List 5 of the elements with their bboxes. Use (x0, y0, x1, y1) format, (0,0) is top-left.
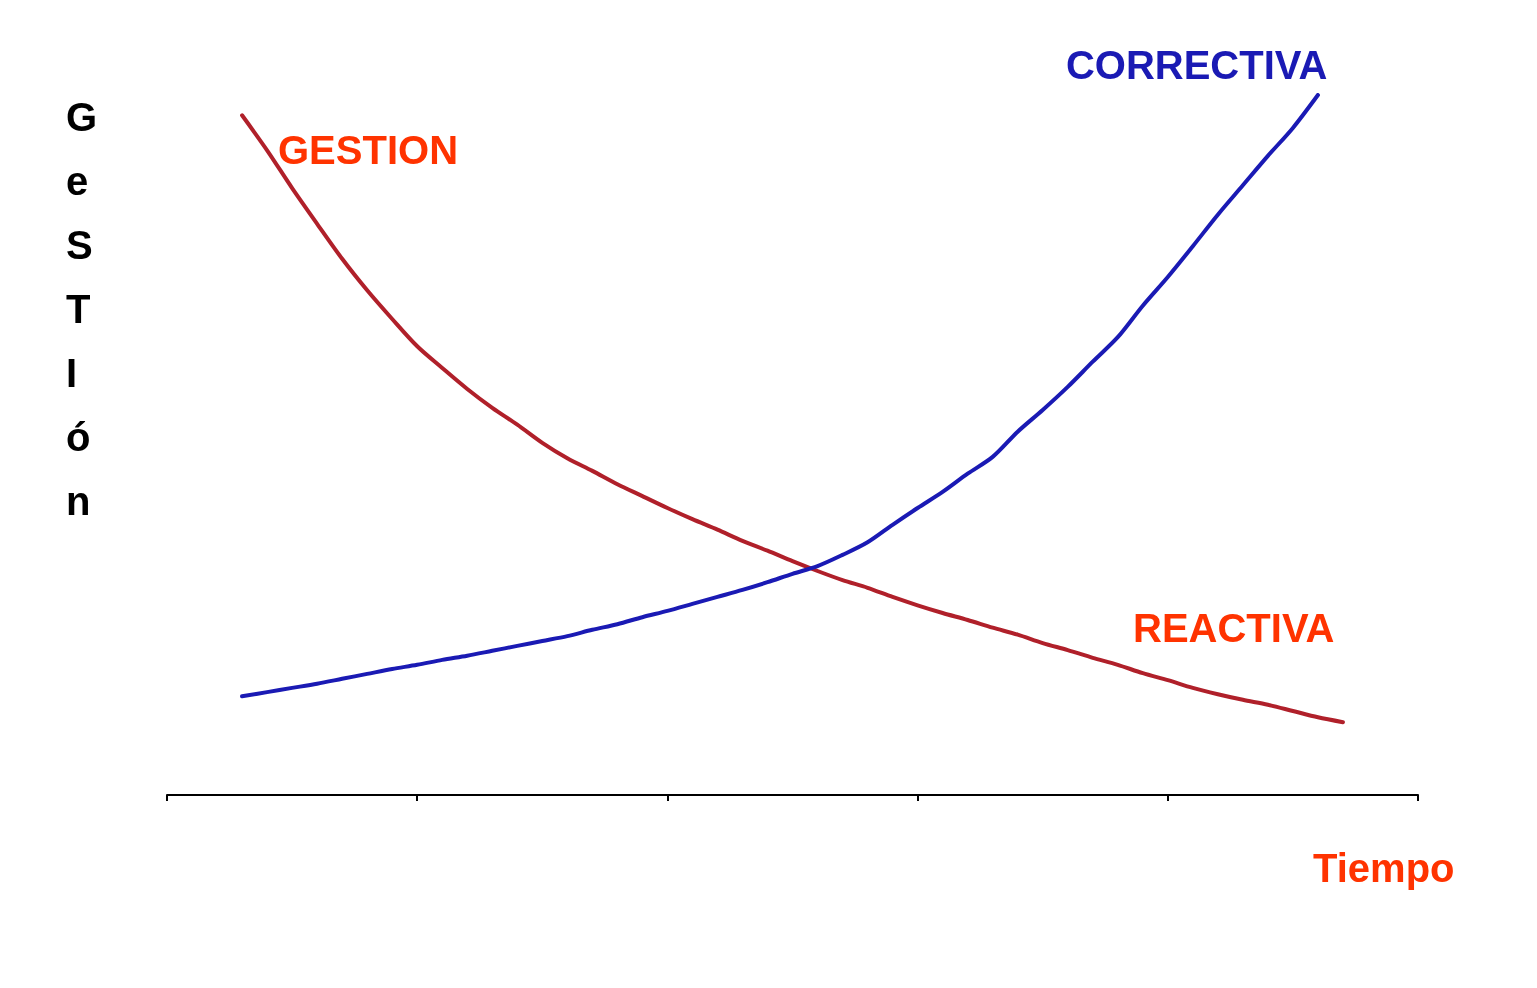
x-axis-title: Tiempo (1313, 846, 1455, 890)
annotation: REACTIVA (1133, 606, 1335, 650)
annotation: GESTION (278, 128, 459, 172)
series-label: CORRECTIVA (1065, 43, 1328, 87)
y-axis-title: GeSTIón (66, 95, 98, 523)
